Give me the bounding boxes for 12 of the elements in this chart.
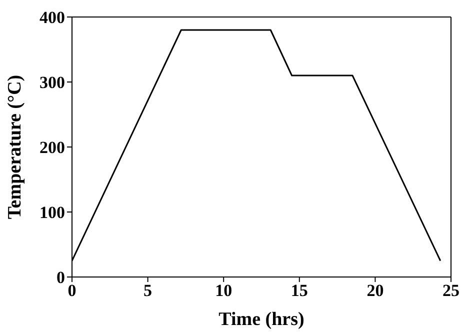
y-tick-label: 200 (40, 138, 65, 158)
y-axis-title: Temperature (°C) (4, 74, 26, 220)
y-tick-label: 400 (40, 8, 65, 28)
y-tick-label: 0 (56, 268, 65, 288)
x-tick-label: 15 (290, 281, 308, 300)
y-tick-label: 100 (40, 203, 65, 222)
x-tick-label: 20 (366, 281, 384, 300)
y-tick-label: 300 (40, 73, 65, 92)
x-tick-label: 10 (215, 281, 232, 300)
x-tick-label: 25 (442, 281, 460, 300)
x-axis-title: Time (hrs) (218, 309, 304, 330)
x-tick-label: 5 (144, 281, 152, 300)
